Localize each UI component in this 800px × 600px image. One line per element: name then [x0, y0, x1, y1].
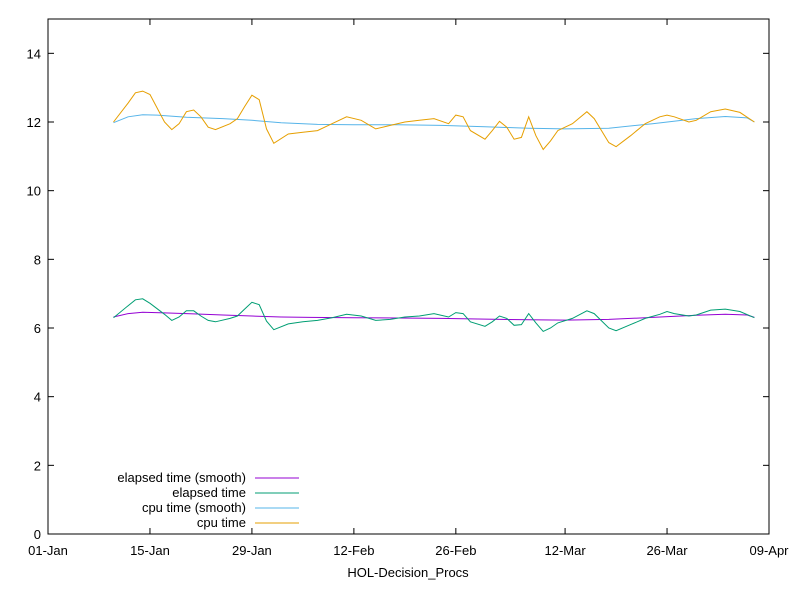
legend-label: elapsed time: [172, 485, 246, 500]
x-tick-label: 01-Jan: [28, 543, 68, 558]
x-tick-label: 26-Feb: [435, 543, 476, 558]
x-tick-label: 09-Apr: [749, 543, 789, 558]
y-tick-label: 8: [34, 252, 41, 267]
legend-label: cpu time (smooth): [142, 500, 246, 515]
series-line-elapsed-time: [113, 298, 755, 333]
series-line-cpu-time-smooth: [113, 114, 755, 130]
plot-frame: [47, 18, 770, 535]
x-tick-label: 29-Jan: [232, 543, 272, 558]
x-axis: 01-Jan 15-Jan 29-Jan 12-Feb 26-Feb 12-Mar 26-M…: [28, 19, 789, 558]
y-tick-label: 12: [27, 115, 41, 130]
y-tick-label: 2: [34, 458, 41, 473]
legend-label: elapsed time (smooth): [117, 470, 246, 485]
y-tick-label: 6: [34, 321, 41, 336]
y-tick-label: 0: [34, 527, 41, 542]
x-tick-label: 12-Feb: [333, 543, 374, 558]
x-tick-label: 15-Jan: [130, 543, 170, 558]
series-lines: [113, 90, 755, 333]
y-tick-label: 4: [34, 390, 41, 405]
x-tick-label: 26-Mar: [646, 543, 688, 558]
x-axis-label: HOL-Decision_Procs: [347, 565, 469, 580]
x-tick-label: 12-Mar: [544, 543, 586, 558]
y-axis: 0 2 4 6 8 10 12 14: [27, 46, 769, 542]
y-tick-label: 14: [27, 46, 41, 61]
y-tick-label: 10: [27, 184, 41, 199]
legend-label: cpu time: [197, 515, 246, 530]
series-line-cpu-time: [113, 90, 755, 151]
